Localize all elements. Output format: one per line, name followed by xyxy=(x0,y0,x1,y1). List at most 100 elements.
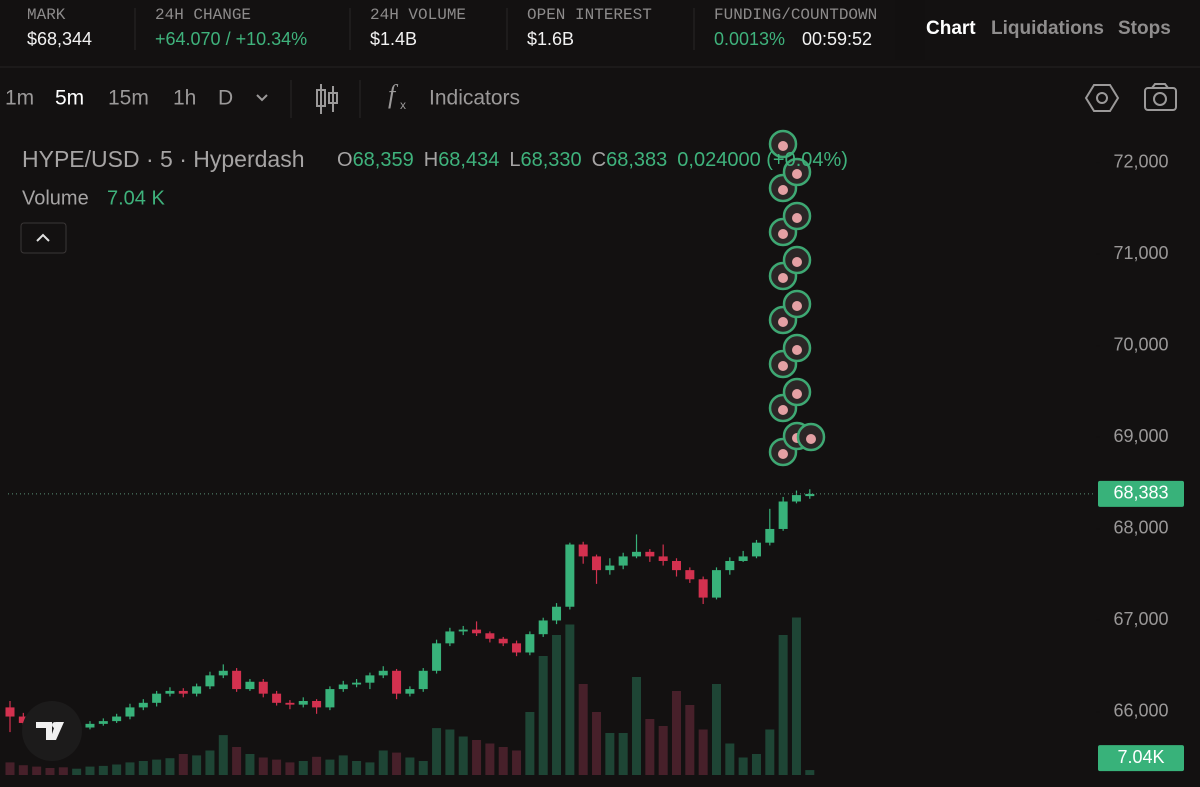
tab[interactable]: Chart xyxy=(926,18,976,39)
avatar-face xyxy=(778,185,788,195)
volume-value: 7.04 K xyxy=(107,187,165,209)
candle-body xyxy=(445,631,455,644)
stat-label: FUNDING/COUNTDOWN xyxy=(714,6,877,24)
tab[interactable]: Liquidations xyxy=(991,18,1104,39)
volume-bar xyxy=(205,750,215,775)
candle-body xyxy=(405,689,415,694)
volume-bar xyxy=(751,754,761,775)
ohlc-value: 68,359 xyxy=(353,149,414,171)
candle-body xyxy=(472,629,482,634)
volume-bar xyxy=(352,761,362,775)
avatar-face xyxy=(778,405,788,415)
y-tick-label: 68,000 xyxy=(1113,518,1168,538)
volume-bar xyxy=(232,747,242,775)
candle-body xyxy=(805,493,815,497)
interval[interactable]: 1m xyxy=(5,87,34,110)
chevron[interactable] xyxy=(256,94,268,102)
stat-value: $68,344 xyxy=(27,29,92,49)
candle-icon[interactable] xyxy=(316,84,338,114)
avatar-face xyxy=(778,229,788,239)
candle-body xyxy=(232,670,242,690)
stat-value: $1.6B xyxy=(527,29,574,49)
volume-bar xyxy=(245,754,255,775)
y-tick-label: 71,000 xyxy=(1113,243,1168,263)
volume-bar xyxy=(805,770,815,775)
avatar-face xyxy=(792,301,802,311)
candle-body xyxy=(645,551,655,557)
tab[interactable]: Stops xyxy=(1118,18,1171,39)
volume-bar xyxy=(405,757,415,775)
candle-body xyxy=(578,544,588,557)
fx-icon[interactable]: x xyxy=(400,98,406,112)
volume-bar xyxy=(5,762,15,775)
avatar-face xyxy=(778,361,788,371)
volume-bar xyxy=(165,758,175,775)
candle-body xyxy=(552,606,562,621)
candle-body xyxy=(778,501,788,529)
volume-bar xyxy=(472,740,482,775)
collapse-button[interactable] xyxy=(20,222,67,254)
volume-bar xyxy=(498,747,508,775)
candle-body xyxy=(245,681,255,690)
interval[interactable]: 1h xyxy=(173,87,196,110)
volume-bar xyxy=(178,754,188,775)
candle-body xyxy=(738,556,748,561)
candle-body xyxy=(258,681,268,694)
camera-icon xyxy=(1151,83,1169,89)
volume-bar xyxy=(565,624,575,775)
stat-label: OPEN INTEREST xyxy=(527,6,652,24)
candle-body xyxy=(791,495,801,502)
volume-bar xyxy=(538,656,548,775)
interval[interactable]: 15m xyxy=(108,87,149,110)
tv-logo xyxy=(22,701,82,761)
ohlc-change: 0,024000 (+0.04%) xyxy=(677,149,848,171)
y-tick-label: 67,000 xyxy=(1113,609,1168,629)
volume-tag xyxy=(1098,745,1184,772)
candle-body xyxy=(5,707,15,717)
avatar-face xyxy=(792,213,802,223)
candle-body xyxy=(512,643,522,653)
candle-body xyxy=(698,579,708,598)
volume-bar xyxy=(112,764,122,775)
interval[interactable]: 5m xyxy=(55,87,84,110)
toolbar: 1m 5m 15m 1h D f x Indicators xyxy=(5,80,1177,118)
candle-body xyxy=(765,528,775,543)
volume-bar xyxy=(312,756,322,775)
avatar-face xyxy=(792,257,802,267)
candle-body xyxy=(218,670,228,676)
ohlc-value: 68,330 xyxy=(520,149,581,171)
volume-tag-label: 7.04K xyxy=(1117,747,1164,767)
volume-bar xyxy=(138,761,148,775)
candle-body xyxy=(418,670,428,690)
candle-body xyxy=(192,686,202,694)
indicators[interactable]: Indicators xyxy=(429,87,520,110)
candle-body xyxy=(458,629,468,632)
volume-bar xyxy=(525,712,535,775)
ohlc: O68,359 H68,434 L68,330 C68,383 0,024000 (+0… xyxy=(337,149,848,171)
y-tick-label: 69,000 xyxy=(1113,426,1168,446)
stat-value: 0.0013% xyxy=(714,29,785,49)
tv-logo xyxy=(52,722,58,728)
ohlc-value: 68,383 xyxy=(606,149,667,171)
volume-bar xyxy=(672,691,681,775)
candle-body xyxy=(685,570,695,580)
stat-label: 24H CHANGE xyxy=(155,6,251,24)
volume-bar xyxy=(738,757,748,775)
volume-bar xyxy=(192,755,202,775)
stat-value: +64.070 / +10.34% xyxy=(155,29,307,49)
candle-body xyxy=(338,684,348,690)
volume-bar xyxy=(458,736,468,775)
volume-bar xyxy=(85,766,95,775)
interval[interactable]: D xyxy=(218,87,233,110)
fx-icon[interactable]: f xyxy=(388,80,399,109)
volume-bar xyxy=(658,726,668,775)
candle-body xyxy=(378,670,388,676)
camera-icon[interactable] xyxy=(1144,87,1177,111)
volume-bar xyxy=(152,759,162,775)
candle-body xyxy=(205,675,215,687)
volume-bar xyxy=(45,768,55,775)
settings-icon[interactable] xyxy=(1084,84,1120,112)
candle-body xyxy=(152,693,162,703)
volume-bar xyxy=(432,728,442,775)
volume-bar xyxy=(285,762,295,775)
